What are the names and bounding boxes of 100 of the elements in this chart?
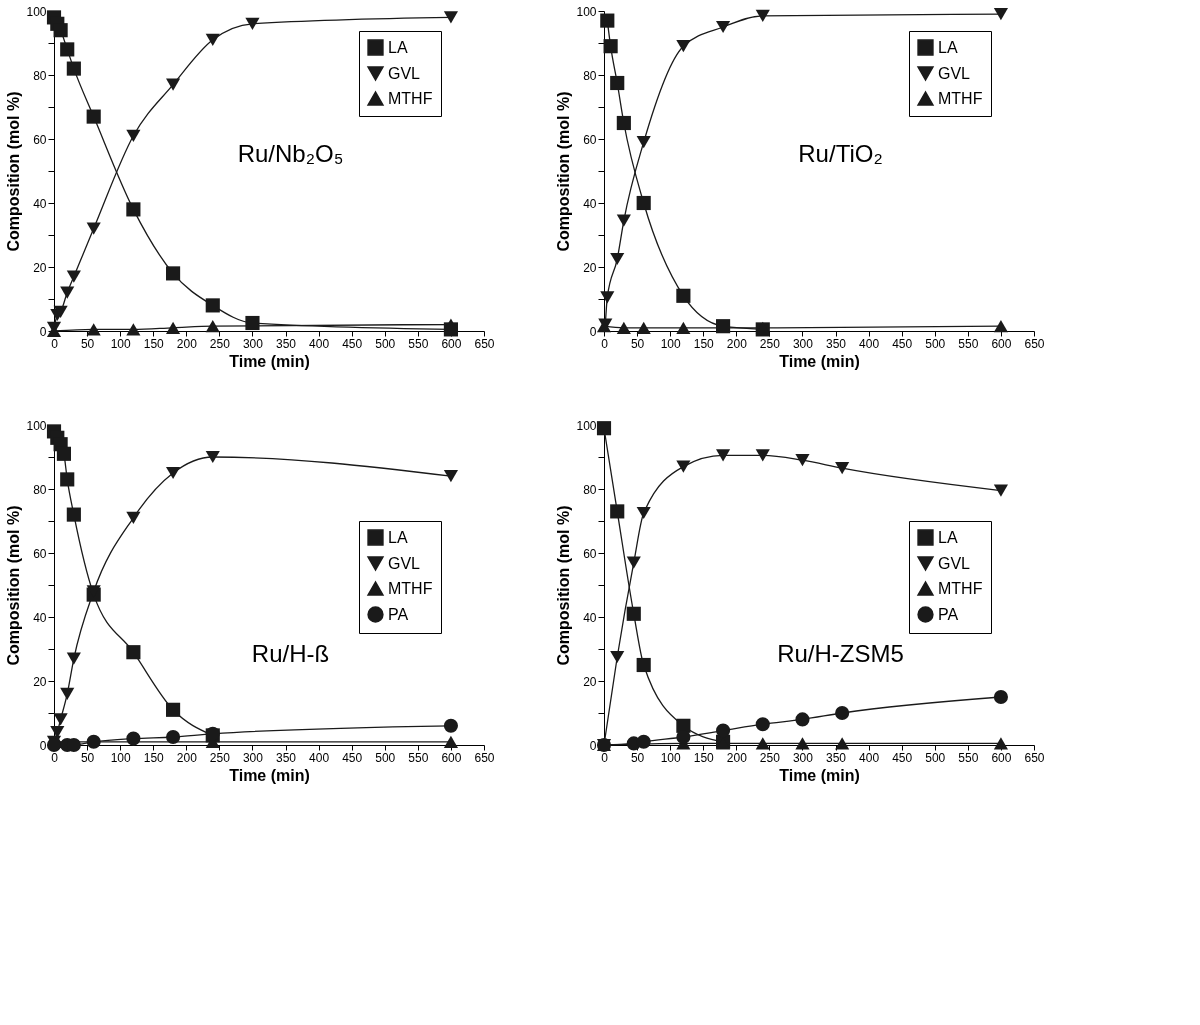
point xyxy=(835,705,850,721)
x-tick-label: 250 xyxy=(759,750,781,765)
legend-label: GVL xyxy=(388,64,421,82)
point xyxy=(86,323,101,336)
x-tick-label: 550 xyxy=(958,750,979,765)
y-tick-label: 40 xyxy=(33,196,47,211)
annotation: Ru/H-ß xyxy=(251,640,330,668)
point xyxy=(676,321,691,334)
y-tick-label: 0 xyxy=(589,738,597,753)
point xyxy=(166,729,181,745)
point xyxy=(166,702,181,717)
y-tick-label: 0 xyxy=(39,738,47,753)
point xyxy=(205,298,220,313)
x-tick-label: 100 xyxy=(110,750,131,765)
x-tick-label: 400 xyxy=(859,336,880,351)
legend-label: GVL xyxy=(938,554,971,572)
y-tick-label: 0 xyxy=(589,324,597,339)
x-tick-label: 650 xyxy=(474,750,495,765)
x-tick-label: 600 xyxy=(991,336,1012,351)
x-tick-label: 400 xyxy=(309,336,330,351)
point xyxy=(60,472,75,487)
x-tick-label: 100 xyxy=(660,750,681,765)
y-tick-label: 60 xyxy=(33,132,47,147)
x-tick-label: 150 xyxy=(693,750,715,765)
legend-label: GVL xyxy=(938,64,971,82)
point xyxy=(676,460,691,473)
point xyxy=(596,737,612,753)
annotation: Ru/Nb₂O₅ xyxy=(237,140,344,167)
point xyxy=(66,507,81,522)
point xyxy=(610,650,625,664)
x-tick-label: 600 xyxy=(441,336,462,351)
x-tick-label: 100 xyxy=(110,336,131,351)
point xyxy=(993,689,1008,705)
x-tick-label: 300 xyxy=(242,336,264,351)
legend-label: LA xyxy=(388,38,408,56)
point xyxy=(66,652,81,665)
point xyxy=(66,61,81,76)
point xyxy=(86,222,101,235)
x-tick-label: 650 xyxy=(474,336,495,351)
point xyxy=(205,320,220,333)
point xyxy=(600,291,615,304)
x-tick-label: 450 xyxy=(342,750,363,765)
annotation: Ru/H-ZSM5 xyxy=(777,640,904,668)
y-tick-label: 80 xyxy=(583,68,597,83)
x-tick-label: 0 xyxy=(601,336,609,351)
legend-label: PA xyxy=(388,605,409,623)
point xyxy=(755,737,770,750)
y-tick-label: 80 xyxy=(33,68,47,83)
point xyxy=(443,11,458,24)
x-tick-label: 200 xyxy=(176,336,198,351)
point xyxy=(166,321,181,334)
point xyxy=(993,484,1008,497)
point xyxy=(755,9,770,22)
y-axis-title: Composition (mol %) xyxy=(555,505,573,666)
point xyxy=(755,717,770,732)
legend-label: MTHF xyxy=(938,89,983,107)
x-tick-label: 550 xyxy=(408,750,429,765)
x-tick-label: 200 xyxy=(726,750,748,765)
legend-label: MTHF xyxy=(388,579,433,597)
point xyxy=(716,20,731,34)
point xyxy=(626,606,641,621)
y-tick-label: 80 xyxy=(33,482,47,497)
x-tick-label: 150 xyxy=(143,336,165,351)
y-tick-label: 60 xyxy=(583,546,597,561)
x-tick-label: 450 xyxy=(892,336,913,351)
x-tick-label: 450 xyxy=(342,336,363,351)
legend-label: MTHF xyxy=(388,89,433,107)
x-tick-label: 50 xyxy=(630,750,645,765)
x-tick-label: 300 xyxy=(792,336,814,351)
y-axis-title: Composition (mol %) xyxy=(5,91,23,252)
point xyxy=(126,129,141,142)
y-axis-title: Composition (mol %) xyxy=(5,505,23,666)
x-tick-label: 500 xyxy=(375,750,396,765)
point xyxy=(610,504,625,519)
point xyxy=(993,737,1008,750)
point xyxy=(610,252,625,266)
point xyxy=(86,734,101,749)
x-tick-label: 500 xyxy=(375,336,396,351)
x-tick-label: 550 xyxy=(958,336,979,351)
x-tick-label: 350 xyxy=(276,750,297,765)
point xyxy=(126,645,141,660)
x-tick-label: 400 xyxy=(859,750,880,765)
point xyxy=(993,8,1008,21)
x-tick-label: 350 xyxy=(826,750,847,765)
point xyxy=(600,13,615,28)
point xyxy=(53,305,68,318)
x-tick-label: 500 xyxy=(925,336,946,351)
point xyxy=(603,39,618,54)
point xyxy=(676,40,691,53)
x-tick-label: 300 xyxy=(242,750,264,765)
x-tick-label: 50 xyxy=(80,750,95,765)
point xyxy=(636,136,651,149)
point xyxy=(716,449,731,462)
x-tick-label: 250 xyxy=(209,750,231,765)
point xyxy=(616,321,631,334)
x-tick-label: 500 xyxy=(925,750,946,765)
point xyxy=(126,731,141,746)
y-axis-title: Composition (mol %) xyxy=(555,91,573,252)
point xyxy=(795,712,810,727)
x-tick-label: 550 xyxy=(408,336,429,351)
